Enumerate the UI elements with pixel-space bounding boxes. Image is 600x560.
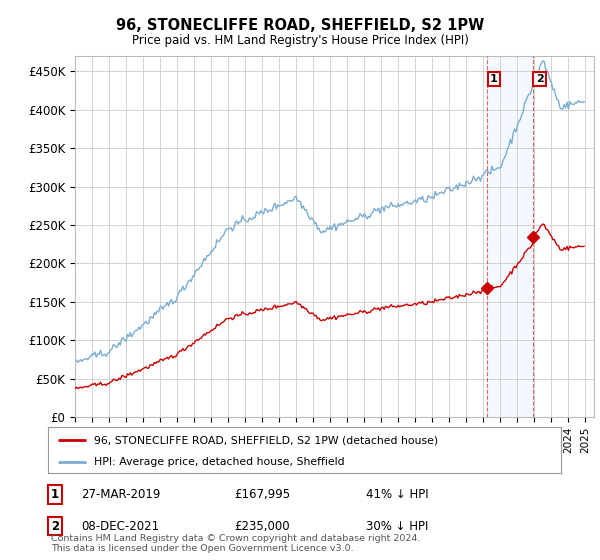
Text: Contains HM Land Registry data © Crown copyright and database right 2024.
This d: Contains HM Land Registry data © Crown c… xyxy=(51,534,421,553)
Text: 08-DEC-2021: 08-DEC-2021 xyxy=(81,520,159,533)
Text: HPI: Average price, detached house, Sheffield: HPI: Average price, detached house, Shef… xyxy=(94,457,345,467)
Text: 1: 1 xyxy=(490,74,497,84)
Text: £235,000: £235,000 xyxy=(234,520,290,533)
Text: 96, STONECLIFFE ROAD, SHEFFIELD, S2 1PW: 96, STONECLIFFE ROAD, SHEFFIELD, S2 1PW xyxy=(116,18,484,33)
Text: 96, STONECLIFFE ROAD, SHEFFIELD, S2 1PW (detached house): 96, STONECLIFFE ROAD, SHEFFIELD, S2 1PW … xyxy=(94,435,438,445)
Text: Price paid vs. HM Land Registry's House Price Index (HPI): Price paid vs. HM Land Registry's House … xyxy=(131,34,469,46)
Text: 2: 2 xyxy=(536,74,544,84)
Text: 2: 2 xyxy=(51,520,59,533)
Bar xyxy=(487,56,533,417)
Text: 30% ↓ HPI: 30% ↓ HPI xyxy=(366,520,428,533)
Text: 1: 1 xyxy=(51,488,59,501)
Text: 27-MAR-2019: 27-MAR-2019 xyxy=(81,488,160,501)
Text: 41% ↓ HPI: 41% ↓ HPI xyxy=(366,488,428,501)
Text: £167,995: £167,995 xyxy=(234,488,290,501)
